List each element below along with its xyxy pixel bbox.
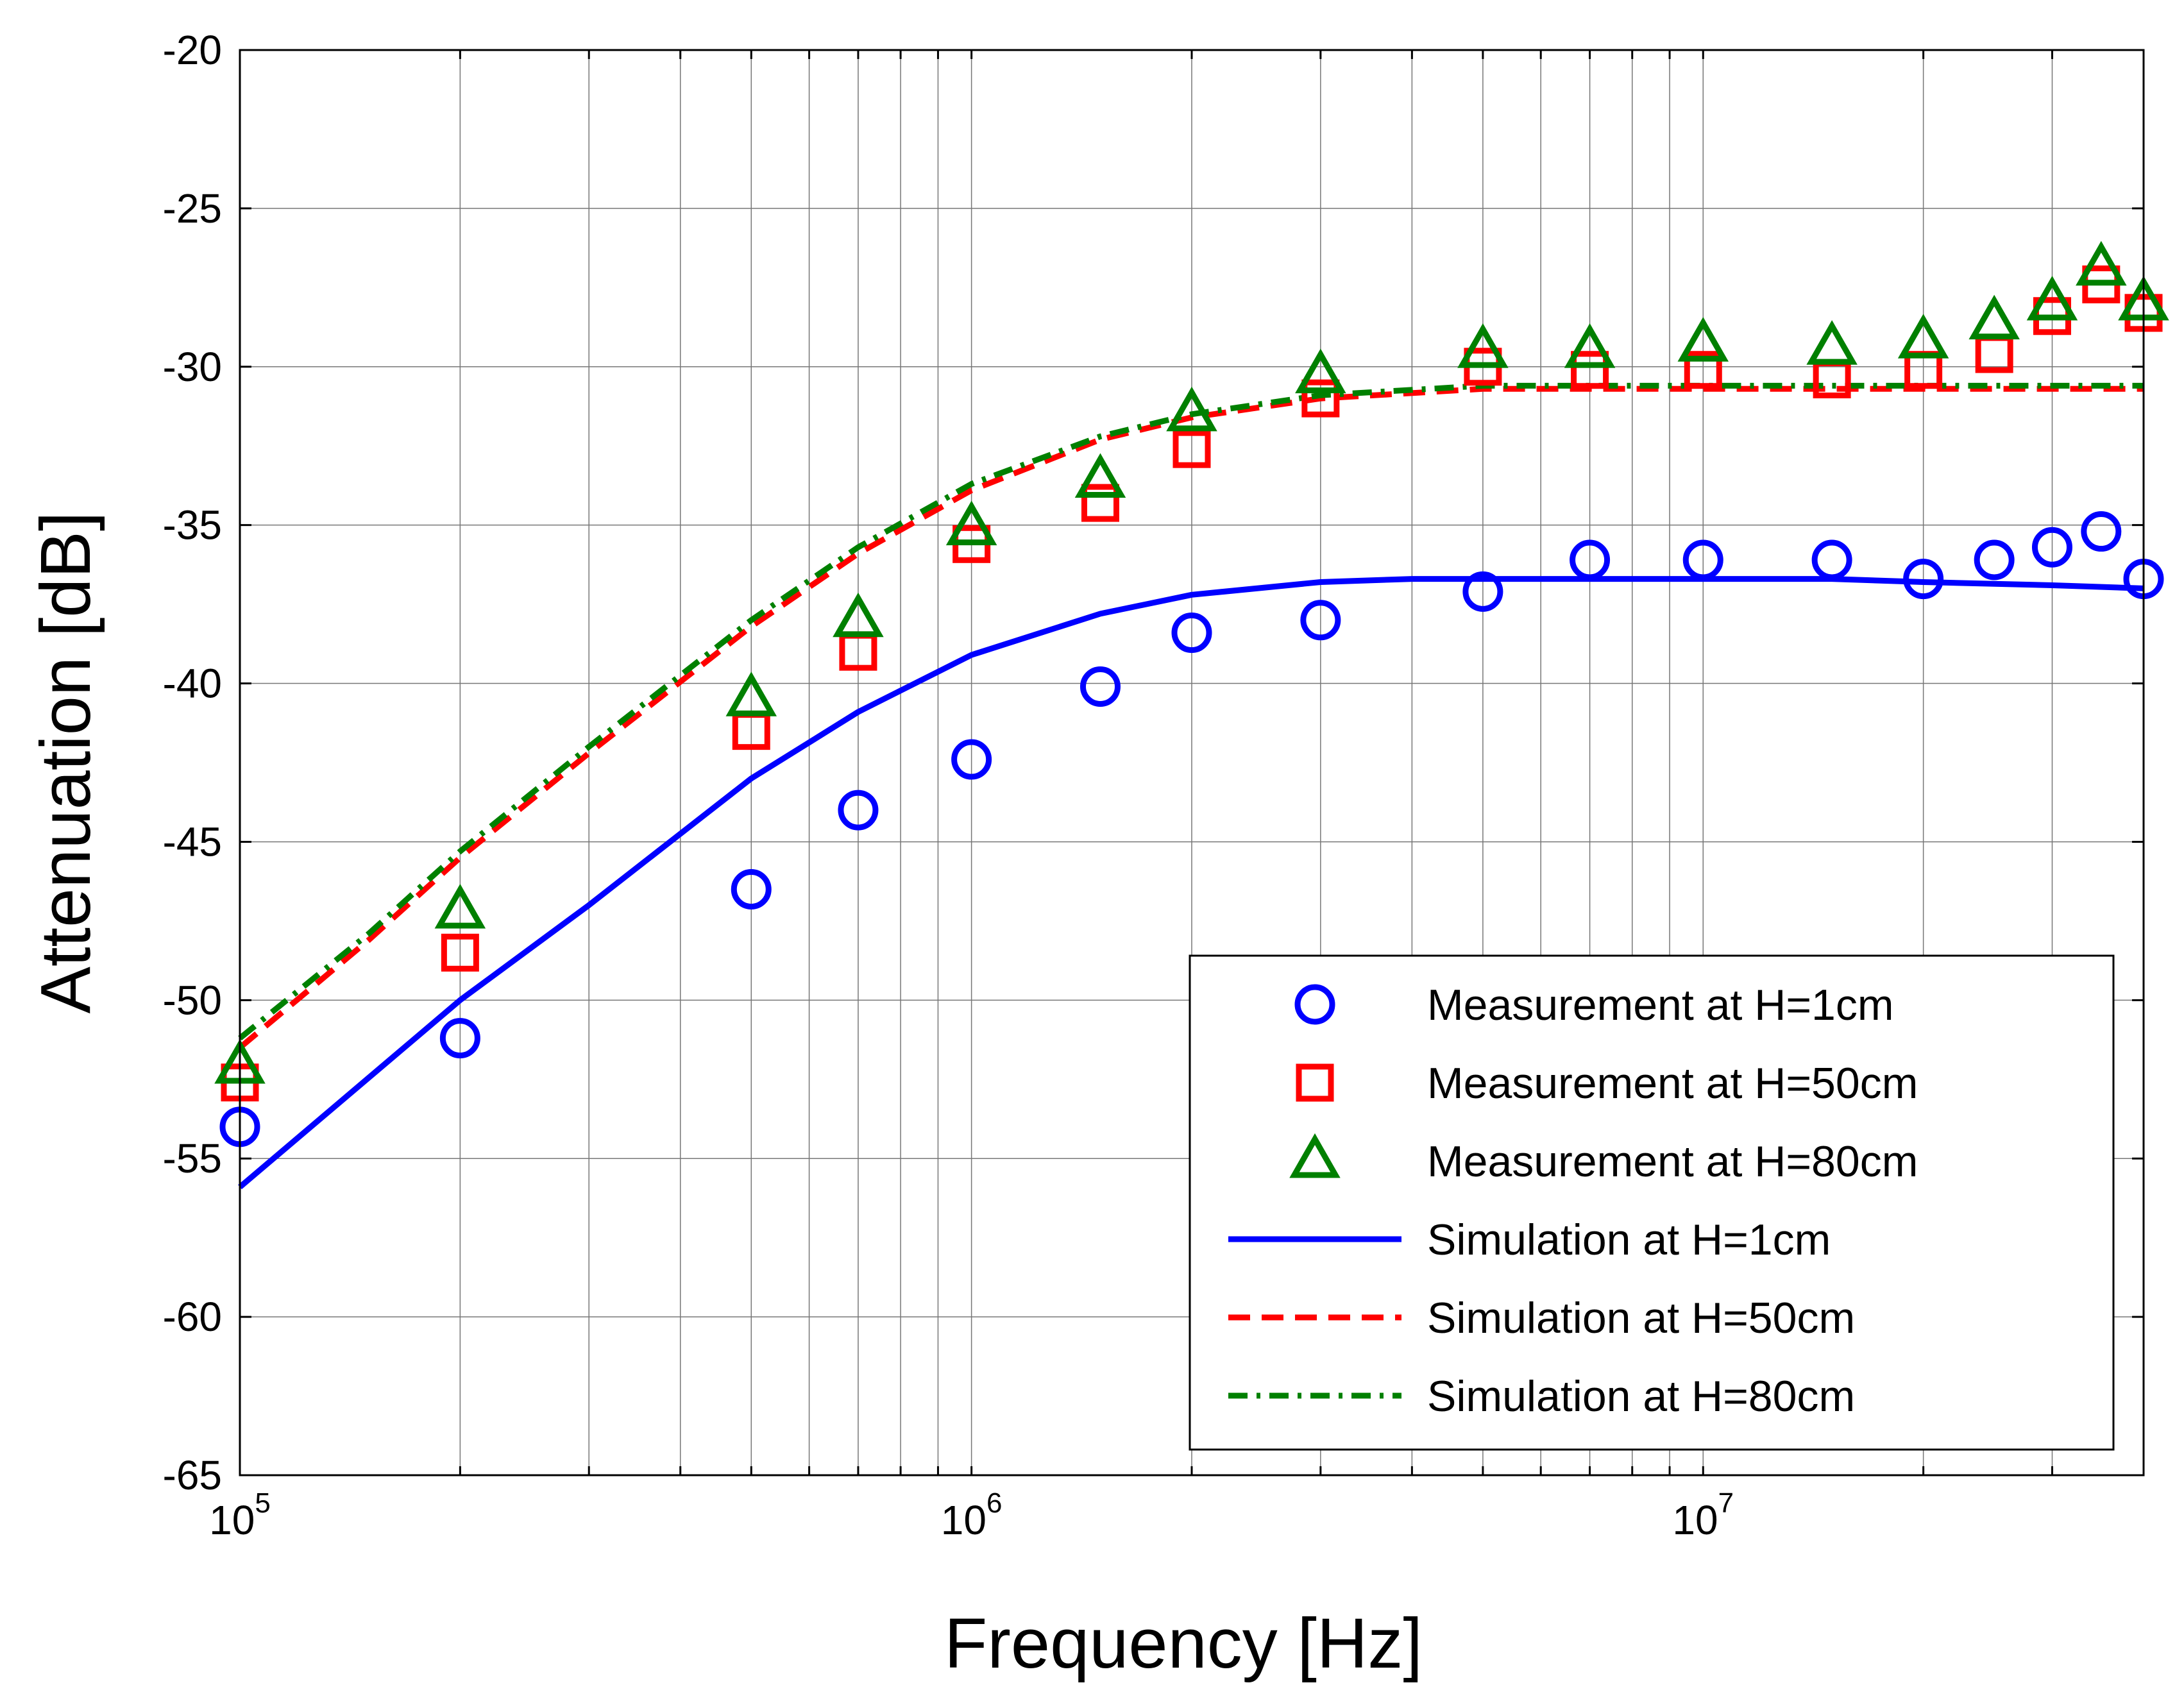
series-line-simulation-at-h-50cm — [238, 385, 2144, 1050]
data-point-measurement-at-h-1cm — [1682, 539, 1723, 580]
data-point-measurement-at-h-80cm — [725, 672, 777, 716]
legend-box — [1189, 954, 2115, 1451]
data-point-measurement-at-h-80cm — [434, 884, 486, 929]
data-point-measurement-at-h-1cm — [1570, 539, 1611, 580]
data-point-measurement-at-h-1cm — [1811, 539, 1852, 580]
y-tick-label: -35 — [163, 502, 223, 548]
y-tick-label: -40 — [163, 661, 223, 707]
data-point-measurement-at-h-1cm — [731, 869, 772, 910]
legend-label: Simulation at H=50cm — [1427, 1294, 1855, 1342]
data-point-measurement-at-h-80cm — [1897, 314, 1949, 359]
legend-label: Measurement at H=50cm — [1427, 1059, 1918, 1108]
legend-label: Measurement at H=1cm — [1427, 981, 1894, 1029]
data-point-measurement-at-h-50cm — [1172, 430, 1211, 468]
legend-label: Simulation at H=1cm — [1427, 1215, 1831, 1264]
series-line-simulation-at-h-80cm — [238, 382, 2144, 1041]
legend-marker-measurement-at-h-50cm — [1296, 1063, 1334, 1102]
data-point-measurement-at-h-1cm — [1171, 613, 1212, 654]
y-tick-label: -50 — [163, 977, 223, 1023]
data-point-measurement-at-h-50cm — [1301, 379, 1340, 418]
x-tick-base: 10 — [209, 1497, 255, 1543]
series-layer — [214, 241, 2169, 1190]
data-point-measurement-at-h-1cm — [2081, 511, 2122, 552]
data-point-measurement-at-h-1cm — [2031, 527, 2072, 568]
data-point-measurement-at-h-80cm — [1457, 323, 1509, 368]
x-tick-exponent: 6 — [986, 1487, 1002, 1519]
legend-marker-measurement-at-h-1cm — [1294, 984, 1335, 1025]
data-point-measurement-at-h-80cm — [945, 500, 997, 546]
data-point-measurement-at-h-1cm — [951, 739, 992, 780]
legend-marker-measurement-at-h-80cm — [1289, 1133, 1341, 1178]
data-point-measurement-at-h-80cm — [1564, 323, 1616, 368]
data-point-measurement-at-h-80cm — [1806, 320, 1858, 365]
y-tick-label: -60 — [163, 1294, 223, 1340]
data-point-measurement-at-h-50cm — [441, 933, 479, 972]
legend: Measurement at H=1cm Measurement at H=50c… — [1189, 954, 2115, 1451]
x-tick-label: 106 — [941, 1487, 1003, 1543]
data-point-measurement-at-h-80cm — [1968, 294, 2020, 340]
x-tick-base: 10 — [1672, 1497, 1718, 1543]
y-tick-label: -55 — [163, 1135, 223, 1181]
data-point-measurement-at-h-80cm — [833, 592, 884, 638]
data-point-measurement-at-h-80cm — [2076, 241, 2127, 286]
data-point-measurement-at-h-50cm — [1684, 351, 1722, 389]
y-tick-label: -30 — [163, 344, 223, 390]
data-point-measurement-at-h-80cm — [1074, 453, 1126, 498]
x-tick-exponent: 5 — [255, 1487, 270, 1519]
data-point-measurement-at-h-80cm — [1295, 348, 1346, 394]
data-point-measurement-at-h-80cm — [1166, 386, 1217, 432]
data-point-measurement-at-h-1cm — [439, 1018, 480, 1059]
data-point-measurement-at-h-1cm — [1462, 571, 1503, 612]
x-tick-label: 105 — [209, 1487, 271, 1543]
legend-label: Simulation at H=80cm — [1427, 1372, 1855, 1421]
x-axis-title: Frequency [Hz] — [944, 1604, 1423, 1683]
data-point-measurement-at-h-80cm — [1677, 317, 1729, 362]
series-line-simulation-at-h-1cm — [238, 576, 2144, 1190]
data-point-measurement-at-h-80cm — [2026, 275, 2078, 321]
y-tick-label: -25 — [163, 185, 223, 232]
data-point-measurement-at-h-1cm — [838, 790, 879, 831]
data-point-measurement-at-h-1cm — [1974, 539, 2015, 580]
x-tick-base: 10 — [941, 1497, 986, 1543]
x-tick-label: 107 — [1672, 1487, 1734, 1543]
data-point-measurement-at-h-50cm — [1571, 351, 1609, 389]
y-tick-label: -65 — [163, 1452, 223, 1498]
data-point-measurement-at-h-50cm — [1081, 484, 1119, 522]
x-tick-exponent: 7 — [1718, 1487, 1734, 1519]
y-tick-label: -20 — [163, 27, 223, 73]
data-point-measurement-at-h-1cm — [1300, 600, 1341, 641]
data-point-measurement-at-h-1cm — [1903, 559, 1944, 600]
y-axis-title: Attenuation [dB] — [26, 512, 105, 1014]
y-tick-label: -45 — [163, 818, 223, 865]
legend-label: Measurement at H=80cm — [1427, 1137, 1918, 1186]
data-point-measurement-at-h-1cm — [1079, 666, 1121, 707]
